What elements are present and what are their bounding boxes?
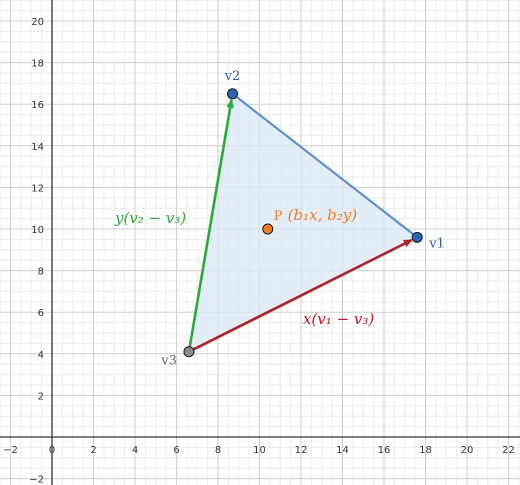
vertex-v2-point[interactable] bbox=[228, 89, 238, 99]
point-p-prefix: P bbox=[274, 209, 283, 224]
y-tick-label: 8 bbox=[38, 267, 44, 278]
red-vector-label: x(v₁ − v₃) bbox=[303, 310, 374, 328]
y-tick-label: 12 bbox=[31, 183, 44, 194]
x-tick-label: 18 bbox=[419, 445, 432, 456]
x-tick-label: −2 bbox=[3, 445, 18, 456]
point-p-expression: (b₁x, b₂y) bbox=[288, 206, 358, 224]
y-tick-label: −2 bbox=[29, 475, 44, 485]
x-tick-label: 22 bbox=[502, 445, 515, 456]
y-tick-label: 16 bbox=[31, 100, 44, 111]
x-tick-label: 6 bbox=[173, 445, 179, 456]
point-p[interactable] bbox=[263, 224, 273, 234]
x-tick-label: 14 bbox=[336, 445, 349, 456]
vertex-v3-point[interactable] bbox=[184, 347, 194, 357]
green-vector-label: y(v₂ − v₃) bbox=[114, 209, 186, 227]
y-tick-label: 14 bbox=[31, 142, 44, 153]
x-tick-label: 0 bbox=[49, 445, 55, 456]
y-tick-label: 6 bbox=[38, 308, 44, 319]
vertex-v1-label: v1 bbox=[428, 236, 445, 251]
y-tick-label: 4 bbox=[38, 350, 44, 361]
x-tick-label: 16 bbox=[378, 445, 391, 456]
vertex-v3-label: v3 bbox=[160, 354, 177, 369]
vertex-v1-point[interactable] bbox=[412, 232, 422, 242]
x-tick-label: 2 bbox=[90, 445, 96, 456]
x-tick-label: 10 bbox=[253, 445, 266, 456]
x-tick-label: 4 bbox=[132, 445, 138, 456]
vertex-v2-label: v2 bbox=[224, 69, 241, 84]
y-tick-label: 18 bbox=[31, 59, 44, 70]
y-tick-label: 20 bbox=[31, 17, 44, 28]
x-tick-label: 12 bbox=[295, 445, 308, 456]
x-tick-label: 8 bbox=[215, 445, 221, 456]
y-tick-label: 10 bbox=[31, 225, 44, 236]
x-tick-label: 20 bbox=[461, 445, 474, 456]
y-tick-label: 2 bbox=[38, 391, 44, 402]
point-p-label: P (b₁x, b₂y) bbox=[274, 205, 357, 224]
